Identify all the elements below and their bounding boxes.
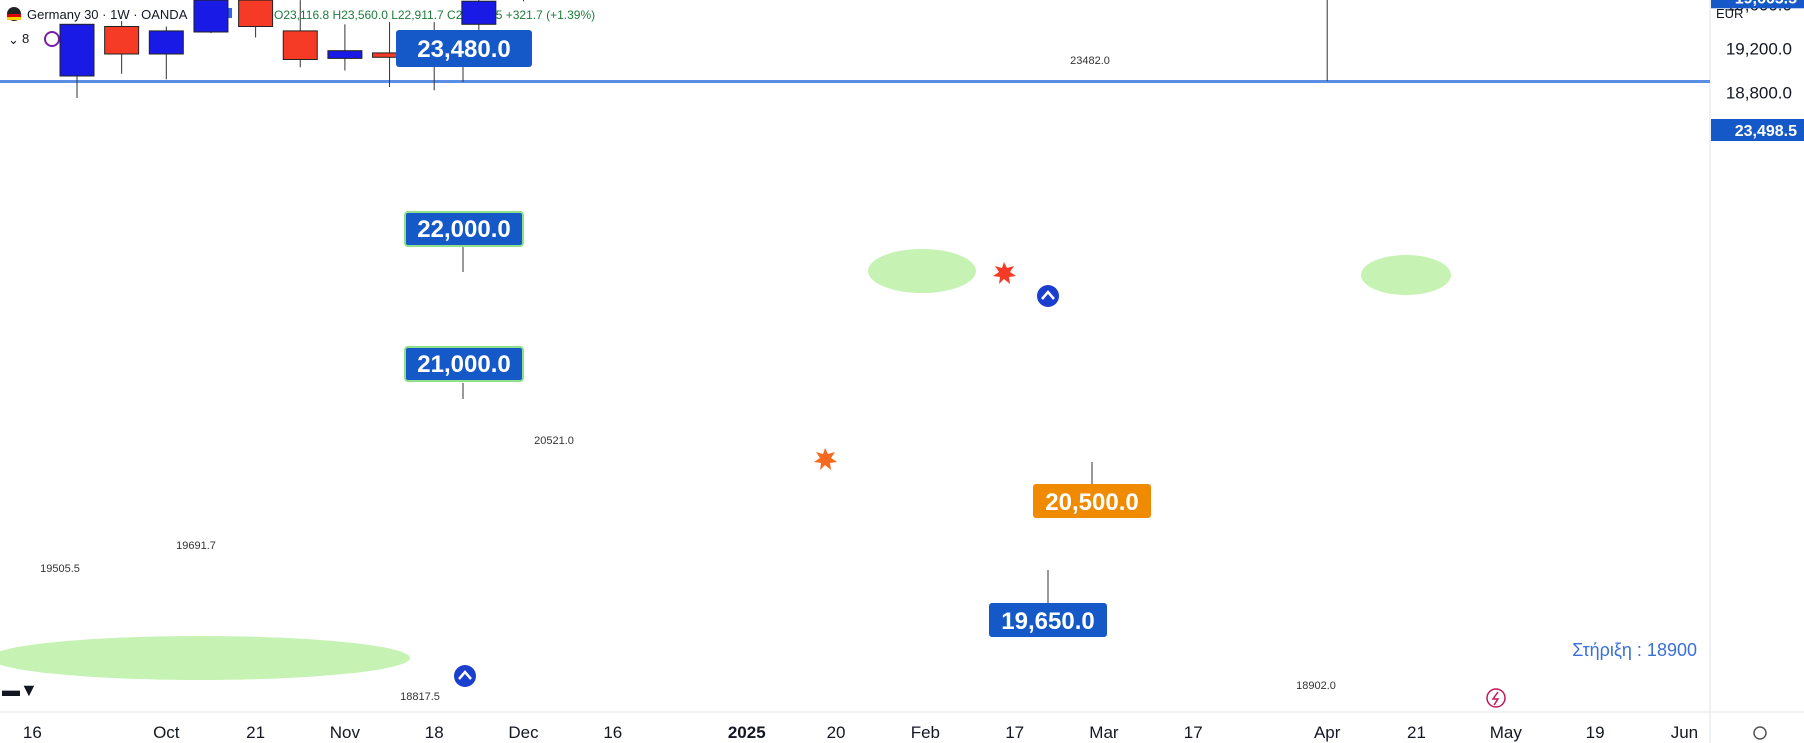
interval-count: 8 xyxy=(22,31,29,46)
axis-price-tag xyxy=(1711,0,1804,9)
x-tick-label: Feb xyxy=(911,723,940,742)
x-tick-label: 21 xyxy=(1407,723,1426,742)
candle-body xyxy=(282,30,318,60)
candle-body xyxy=(104,26,140,55)
x-tick-label: Dec xyxy=(508,723,539,742)
sync-icon[interactable] xyxy=(44,31,60,47)
highlight-ellipse xyxy=(868,249,976,293)
y-tick-label: 18,800.0 xyxy=(1726,84,1792,103)
candle-body xyxy=(238,0,274,27)
tradingview-logo-icon: ▬▼ xyxy=(2,680,38,700)
callout-21000[interactable]: 21,000.0 xyxy=(404,346,524,382)
svg-text:20,500.0: 20,500.0 xyxy=(1045,489,1138,516)
price-axis-markers: 23,513.511:12:0623,498.522,000.021,000.0… xyxy=(1711,0,1804,141)
highlight-ellipse xyxy=(0,636,410,680)
currency-label[interactable]: EUR xyxy=(1716,6,1743,21)
support-label: Στήριξη : 18900 xyxy=(1572,640,1697,660)
x-tick-label: 16 xyxy=(603,723,622,742)
x-tick-label: 17 xyxy=(1005,723,1024,742)
callout-19650[interactable]: 19,650.0 xyxy=(989,603,1107,637)
value-label: 18902.0 xyxy=(1296,680,1336,692)
x-tick-label: 20 xyxy=(827,723,846,742)
svg-text:22,000.0: 22,000.0 xyxy=(417,216,510,243)
axis-price-tag-label: 23,498.5 xyxy=(1735,123,1797,140)
x-tick-label: Apr xyxy=(1314,723,1341,742)
value-label: 18817.5 xyxy=(400,691,440,703)
arrow-up-marker-icon[interactable] xyxy=(454,665,476,687)
y-tick-label: 19,200.0 xyxy=(1726,40,1792,59)
x-tick-label: Jun xyxy=(1671,723,1698,742)
highlight-ellipse xyxy=(1361,255,1451,295)
x-tick-label: 21 xyxy=(246,723,265,742)
ohlc-readout: O23,116.8 H23,560.0 L22,911.7 C23,513.5 … xyxy=(274,8,595,22)
value-label: 23482.0 xyxy=(1070,55,1110,67)
symbol-title[interactable]: Germany 30 · 1W · OANDA xyxy=(27,7,188,22)
chevron-down-icon[interactable]: ⌄ xyxy=(8,32,19,47)
horizontal-levels[interactable] xyxy=(0,0,1710,83)
value-label: 19505.5 xyxy=(40,563,80,575)
lightning-icon[interactable] xyxy=(1486,688,1506,708)
candle-body xyxy=(148,30,184,55)
axis-price-tag-label: 19,665.5 xyxy=(1735,0,1797,7)
time-axis[interactable]: 16 Oct 21 Nov 18 Dec 16 2025 20 Feb 17 Mar 17 Apr 21 Ma… xyxy=(23,723,1698,742)
callout-20500[interactable]: 20,500.0 xyxy=(1033,484,1151,518)
axis-price-tag xyxy=(1711,119,1804,141)
callout-23480[interactable]: 23,480.0 xyxy=(396,30,532,67)
x-tick-label: 19 xyxy=(1586,723,1605,742)
candle-body xyxy=(59,23,95,77)
candles xyxy=(59,0,1328,98)
burst-icon xyxy=(814,448,837,470)
x-tick-label: 17 xyxy=(1184,723,1203,742)
settings-gear-icon[interactable] xyxy=(1753,726,1767,740)
x-tick-label: 2025 xyxy=(728,723,766,742)
x-tick-label: May xyxy=(1490,723,1523,742)
value-label: 19691.7 xyxy=(176,540,216,552)
svg-text:21,000.0: 21,000.0 xyxy=(417,351,510,378)
svg-text:19,650.0: 19,650.0 xyxy=(1001,608,1094,635)
value-label: 20521.0 xyxy=(534,435,574,447)
candle-body xyxy=(461,0,497,25)
candle-body xyxy=(327,50,363,59)
candle-body xyxy=(193,0,229,33)
arrow-up-marker-icon[interactable] xyxy=(1037,285,1059,307)
x-tick-label: Mar xyxy=(1089,723,1119,742)
x-tick-label: Nov xyxy=(330,723,361,742)
x-tick-label: 18 xyxy=(425,723,444,742)
burst-icon xyxy=(993,262,1016,284)
svg-text:23,480.0: 23,480.0 xyxy=(417,36,510,63)
x-tick-label: 16 xyxy=(23,723,42,742)
callout-22000[interactable]: 22,000.0 xyxy=(404,211,524,247)
x-tick-label: Oct xyxy=(153,723,180,742)
